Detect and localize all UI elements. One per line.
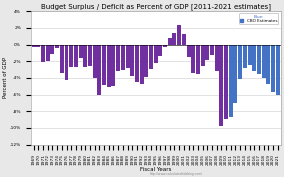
Bar [233,45,237,103]
Bar [210,45,214,55]
Bar [224,45,228,119]
Bar [257,45,261,74]
Bar [64,45,68,79]
Y-axis label: Percent of GDP: Percent of GDP [3,57,9,98]
Bar [32,45,36,47]
Bar [111,45,115,86]
Bar [205,45,209,60]
Bar [168,38,172,45]
Bar [271,45,275,92]
Bar [51,45,55,54]
Bar [130,45,134,76]
Bar [229,45,233,117]
Bar [79,45,83,58]
Bar [201,45,204,66]
Bar [116,45,120,71]
Bar [196,45,200,74]
Bar [41,45,45,62]
Bar [102,45,106,85]
Bar [163,45,167,47]
Legend: CBO Estimates: CBO Estimates [239,13,278,24]
Bar [149,45,153,69]
Bar [177,25,181,45]
Bar [88,45,92,66]
Bar [191,45,195,73]
Bar [60,45,64,73]
Bar [36,45,40,47]
Title: Budget Surplus / Deficit as Percent of GDP [2011-2021 estimates]: Budget Surplus / Deficit as Percent of G… [41,4,271,10]
Bar [182,34,186,45]
Bar [158,45,162,56]
Bar [248,45,252,65]
Bar [154,45,158,63]
Bar [144,45,148,77]
Bar [140,45,144,84]
Bar [74,45,78,67]
Bar [55,45,59,48]
Bar [172,33,176,45]
Bar [215,45,219,71]
Bar [83,45,87,67]
Bar [262,45,266,78]
Bar [220,45,224,126]
Bar [107,45,111,87]
Bar [243,45,247,68]
Bar [276,45,280,95]
Bar [93,45,97,78]
Bar [238,45,242,79]
Bar [126,45,130,68]
Text: http://www.calculatedriskblog.com/: http://www.calculatedriskblog.com/ [150,172,202,176]
Bar [69,45,73,67]
Bar [187,45,191,57]
Bar [252,45,256,71]
Bar [266,45,270,84]
Bar [46,45,50,61]
X-axis label: Fiscal Years: Fiscal Years [140,167,171,172]
Bar [121,45,125,70]
Bar [135,45,139,82]
Bar [97,45,101,95]
